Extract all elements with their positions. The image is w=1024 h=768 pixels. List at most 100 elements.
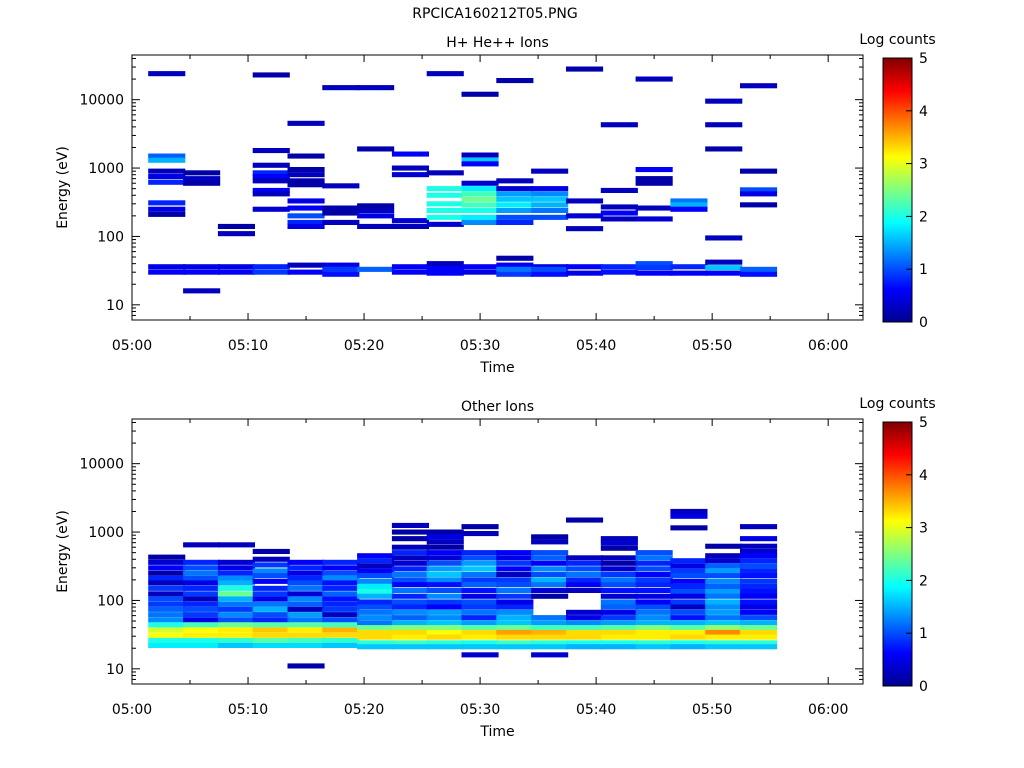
heatmap-cell [391,269,429,275]
heatmap-cell [287,223,325,229]
heatmap-cell [496,599,534,605]
panel-2: Other Ions 05:00 05:10 05:20 05:30 05:40 05:50… [55,396,936,740]
heatmap-cell [252,162,290,168]
heatmap-cell [183,176,221,182]
heatmap-cell [461,219,499,225]
heatmap-cell [217,601,255,607]
heatmap-cell [635,76,673,82]
heatmap-cell [217,596,255,602]
heatmap-cell [287,565,325,571]
heatmap-cell [461,640,499,646]
heatmap-cell [600,204,638,210]
heatmap-cell [148,174,186,180]
heatmap-cell [461,604,499,610]
heatmap-cell [391,629,429,635]
heatmap-cell [461,214,499,220]
heatmap-cell [461,644,499,650]
heatmap-cell [322,585,360,591]
heatmap-cell [217,565,255,571]
heatmap-cell [740,634,778,640]
heatmap-cell [252,206,290,212]
heatmap-cell [391,264,429,270]
heatmap-cell [531,587,569,593]
heatmap-cell [322,601,360,607]
heatmap-cell [496,609,534,615]
heatmap-cell [252,191,290,197]
heatmap-cell [322,606,360,612]
colorbar-tick-label: 5 [919,51,928,67]
heatmap-cell [391,172,429,178]
colorbar: 0 1 2 3 4 5 Log counts [859,396,935,695]
heatmap-cell [287,172,325,178]
heatmap-cell [183,632,221,638]
heatmap-cell [635,216,673,222]
heatmap-cell [705,604,743,610]
heatmap-cell [635,560,673,566]
heatmap-cell [357,203,395,209]
heatmap-cell [287,570,325,576]
heatmap-cell [217,264,255,270]
heatmap-cell [391,577,429,583]
heatmap-cell [287,632,325,638]
heatmap-cell [252,622,290,628]
heatmap-cell [740,583,778,589]
x-tick-label: 05:20 [344,338,384,354]
heatmap-cell [531,196,569,202]
heatmap-cell [391,522,429,528]
heatmap-cell [426,544,464,550]
heatmap-cell [496,202,534,208]
heatmap-cell [322,612,360,618]
heatmap-cell [670,604,708,610]
heatmap-cell [635,604,673,610]
heatmap-cell [600,560,638,566]
heatmap-cell [183,617,221,623]
heatmap-cell [391,587,429,593]
heatmap-cell [635,593,673,599]
heatmap-cell [183,596,221,602]
heatmap-cell [391,582,429,588]
heatmap-cell [461,582,499,588]
heatmap-cell [252,148,290,154]
heatmap-cell [461,196,499,202]
heatmap-cell [357,599,395,605]
heatmap-cell [322,622,360,628]
heatmap-cell [426,550,464,556]
heatmap-cell [531,615,569,621]
heatmap-cell [252,627,290,633]
y-tick-label: 10000 [79,457,124,473]
heatmap-cell [531,560,569,566]
heatmap-cell [600,187,638,193]
heatmap-cell [183,269,221,275]
heatmap-cell [148,637,186,643]
heatmap-cell [391,165,429,171]
heatmap-cell [496,219,534,225]
heatmap-cell [531,534,569,540]
heatmap-cell [635,261,673,267]
x-tick-label: 05:00 [112,338,152,354]
heatmap-cell [148,627,186,633]
heatmap-cell [566,555,604,561]
heatmap-cell [357,593,395,599]
heatmap-cell [705,634,743,640]
y-axis-label: Energy (eV) [55,510,71,593]
heatmap-cell [287,612,325,618]
y-axis-label: Energy (eV) [55,146,71,229]
heatmap-cell [740,609,778,615]
heatmap-cell [287,637,325,643]
heatmap-cell [531,207,569,213]
heatmap-cell [531,571,569,577]
heatmap-cell [252,174,290,180]
heatmap-cell [391,223,429,229]
heatmap-cell [148,601,186,607]
heatmap-cell [322,565,360,571]
heatmap-cell [600,210,638,216]
heatmap-cell [705,146,743,152]
heatmap-cell [148,617,186,623]
heatmap-cell [217,637,255,643]
heatmap-cell [426,593,464,599]
heatmap-cell [461,524,499,530]
heatmap-cell [322,596,360,602]
heatmap-cell [287,198,325,204]
heatmap-cell [496,178,534,184]
